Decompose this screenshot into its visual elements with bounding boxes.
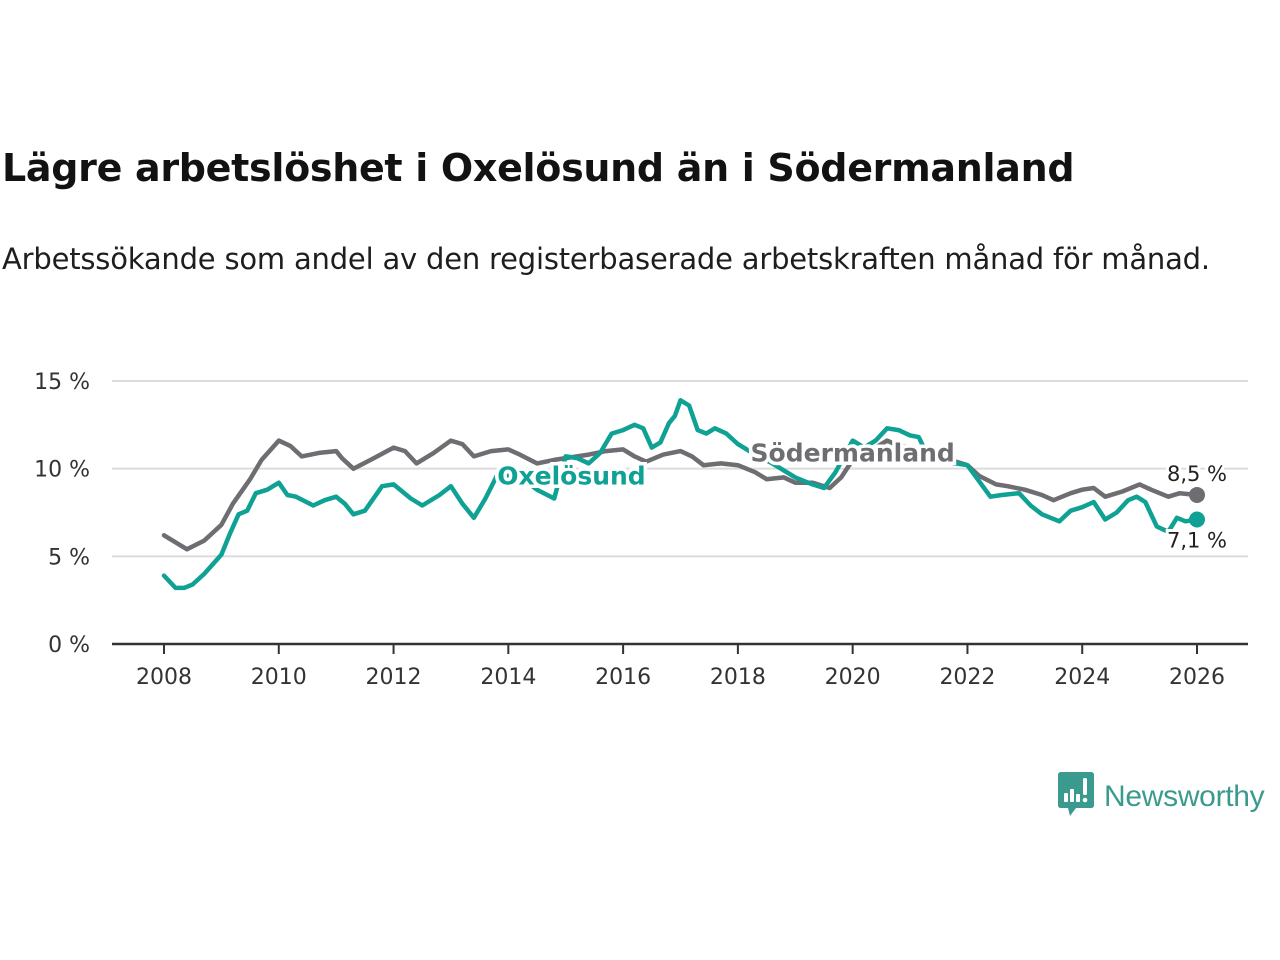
x-tick-label: 2010 [251, 665, 307, 690]
x-tick-label: 2024 [1054, 665, 1110, 690]
end-point-marker [1189, 486, 1205, 503]
y-tick-label: 15 % [34, 370, 90, 395]
x-tick-label: 2018 [710, 665, 766, 690]
x-tick-label: 2012 [366, 665, 422, 690]
gridlines [112, 380, 1248, 558]
series-line-sdermanland [161, 438, 1200, 552]
series-label-oxelsund: Oxelösund [497, 461, 645, 490]
y-tick-label: 0 % [48, 633, 90, 658]
series-label-sdermanland: Södermanland [751, 439, 955, 468]
y-tick-label: 5 % [48, 545, 90, 570]
end-point-marker [1189, 511, 1205, 528]
bar-chart-speech-bubble-icon [1058, 772, 1094, 822]
logo-text: Newsworthy [1104, 780, 1265, 813]
x-tick-label: 2014 [480, 665, 536, 690]
chart-title: Lägre arbetslöshet i Oxelösund än i Söde… [2, 146, 1075, 190]
x-tick-label: 2026 [1169, 665, 1225, 690]
newsworthy-logo: Newsworthy [1058, 772, 1265, 822]
end-value-label: 8,5 % [1167, 462, 1227, 486]
x-axis: 2008 2010 2012 2014 2016 2018 2020 2022 2024 2026 [112, 642, 1248, 690]
chart-subtitle: Arbetssökande som andel av den registerb… [2, 242, 1210, 276]
x-tick-label: 2022 [939, 665, 995, 690]
y-tick-label: 10 % [34, 458, 90, 483]
end-value-label: 7,1 % [1167, 529, 1227, 553]
x-tick-label: 2020 [825, 665, 881, 690]
series-line-oxelsund [161, 398, 1200, 591]
series-labels: Oxelösund Södermanland 8,5 % 7,1 % [494, 435, 1230, 555]
series-lines [161, 398, 1205, 591]
x-tick-label: 2016 [595, 665, 651, 690]
y-axis: 0 % 5 % 10 % 15 % [34, 370, 90, 658]
x-tick-label: 2008 [136, 665, 192, 690]
